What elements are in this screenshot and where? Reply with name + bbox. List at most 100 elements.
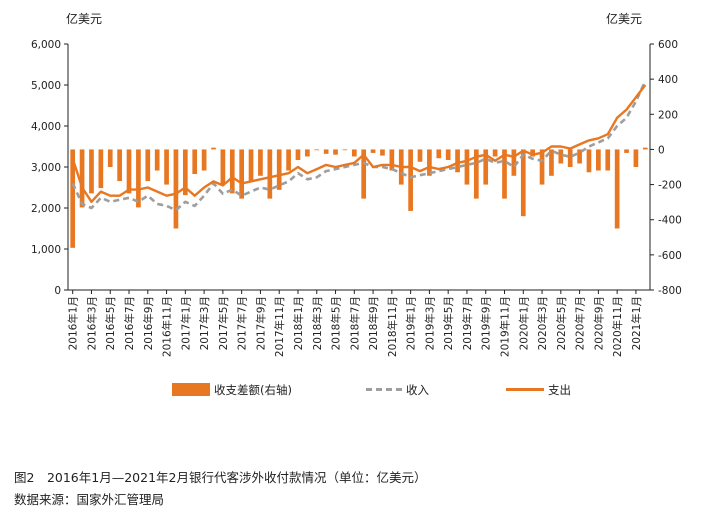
- x-tick-label: 2019年11月: [499, 296, 512, 357]
- balance-bar: [173, 149, 179, 229]
- x-tick-label: 2021年1月: [630, 296, 643, 350]
- right-tick-label: -600: [658, 250, 682, 262]
- balance-bar: [549, 149, 554, 176]
- balance-bar: [389, 149, 395, 171]
- balance-bar: [511, 149, 517, 176]
- legend: 收支差额(右轴) 收入 支出: [172, 383, 571, 397]
- x-tick-label: 2018年3月: [311, 296, 324, 350]
- balance-bar: [201, 149, 207, 171]
- balance-bar: [380, 149, 385, 156]
- balance-bar: [624, 149, 629, 153]
- legend-expense-label: 支出: [548, 383, 571, 397]
- balance-bar: [98, 149, 104, 189]
- balance-bar: [614, 149, 620, 229]
- line-series: [71, 80, 647, 212]
- balance-bar: [370, 149, 376, 153]
- left-tick-label: 0: [54, 285, 61, 297]
- right-tick-label: 0: [658, 144, 665, 156]
- balance-bar: [305, 149, 310, 157]
- balance-bar: [436, 149, 442, 159]
- balance-bar: [79, 149, 85, 208]
- income-line: [71, 80, 647, 212]
- left-tick-label: 6,000: [31, 39, 61, 51]
- balance-bar: [530, 149, 535, 157]
- x-tick-label: 2019年1月: [405, 296, 418, 350]
- left-tick-label: 5,000: [31, 80, 61, 92]
- x-tick-label: 2019年5月: [442, 296, 455, 350]
- balance-bar: [323, 149, 329, 154]
- left-tick-label: 4,000: [31, 121, 61, 133]
- x-tick-label: 2016年5月: [104, 296, 117, 350]
- x-tick-label: 2020年7月: [574, 296, 587, 350]
- balance-bar: [136, 149, 141, 208]
- balance-bar: [70, 149, 76, 248]
- balance-bar: [182, 149, 188, 196]
- balance-bar: [464, 149, 470, 185]
- data-source: 数据来源：国家外汇管理局: [14, 492, 165, 507]
- x-tick-label: 2020年1月: [517, 296, 530, 350]
- balance-bar: [192, 149, 198, 175]
- right-tick-label: -400: [658, 215, 682, 227]
- x-tick-label: 2017年9月: [254, 296, 267, 350]
- x-tick-label: 2016年1月: [67, 296, 80, 350]
- x-tick-label: 2018年1月: [292, 296, 305, 350]
- balance-bar: [89, 149, 94, 194]
- x-tick-label: 2017年3月: [198, 296, 211, 350]
- right-axis-unit: 亿美元: [606, 11, 642, 26]
- balance-bar: [351, 149, 357, 157]
- balance-bar: [126, 149, 132, 194]
- x-tick-label: 2019年7月: [461, 296, 474, 350]
- x-tick-label: 2020年5月: [555, 296, 568, 350]
- x-tick-label: 2018年7月: [348, 296, 361, 350]
- x-tick-label: 2017年1月: [179, 296, 192, 350]
- balance-bar: [333, 149, 338, 155]
- balance-bar: [267, 149, 273, 199]
- balance-bar: [239, 149, 244, 199]
- x-tick-label: 2016年9月: [142, 296, 155, 350]
- balance-bar: [567, 149, 573, 167]
- balance-bar: [605, 149, 611, 171]
- legend-bar-swatch: [172, 383, 210, 396]
- balance-bar: [586, 149, 592, 173]
- balance-bar: [229, 149, 235, 194]
- balance-bar: [220, 149, 226, 185]
- legend-bar-label: 收支差额(右轴): [214, 383, 292, 397]
- balance-bar: [539, 149, 545, 185]
- balance-bar: [361, 149, 367, 199]
- left-tick-label: 3,000: [31, 162, 61, 174]
- x-tick-label: 2016年11月: [161, 296, 174, 357]
- x-tick-label: 2020年11月: [611, 296, 624, 357]
- right-tick-label: -200: [658, 180, 682, 192]
- balance-bar: [417, 149, 423, 162]
- x-tick-label: 2020年9月: [592, 296, 605, 350]
- legend-income-label: 收入: [406, 383, 429, 397]
- balance-bar: [295, 149, 301, 160]
- x-tick-label: 2018年5月: [330, 296, 343, 350]
- balance-bar: [248, 149, 254, 182]
- balance-bar: [492, 149, 498, 157]
- x-tick-label: 2017年5月: [217, 296, 230, 350]
- balance-bar: [314, 149, 320, 151]
- balance-bar: [164, 149, 169, 185]
- x-tick-label: 2016年7月: [123, 296, 136, 350]
- balance-bar: [154, 149, 160, 171]
- right-tick-label: -800: [658, 285, 682, 297]
- balance-bar: [445, 149, 451, 160]
- left-tick-label: 2,000: [31, 203, 61, 215]
- balance-bar: [558, 149, 564, 164]
- x-tick-label: 2016年3月: [85, 296, 98, 350]
- balance-bar: [502, 149, 507, 199]
- x-tick-label: 2017年11月: [273, 296, 286, 357]
- left-axis-unit: 亿美元: [66, 11, 102, 26]
- balance-bar: [117, 149, 122, 182]
- x-axis-ticks: 2016年1月 2016年3月 2016年5月 2016年7月 2016年9月 2016年…: [67, 290, 643, 357]
- balance-bar: [520, 149, 526, 217]
- balance-bar: [286, 149, 291, 171]
- balance-bar: [577, 149, 582, 164]
- balance-bar: [483, 149, 489, 185]
- balance-bar: [642, 147, 648, 150]
- left-tick-label: 1,000: [31, 244, 61, 256]
- x-tick-label: 2017年7月: [236, 296, 249, 350]
- x-tick-label: 2018年11月: [386, 296, 399, 357]
